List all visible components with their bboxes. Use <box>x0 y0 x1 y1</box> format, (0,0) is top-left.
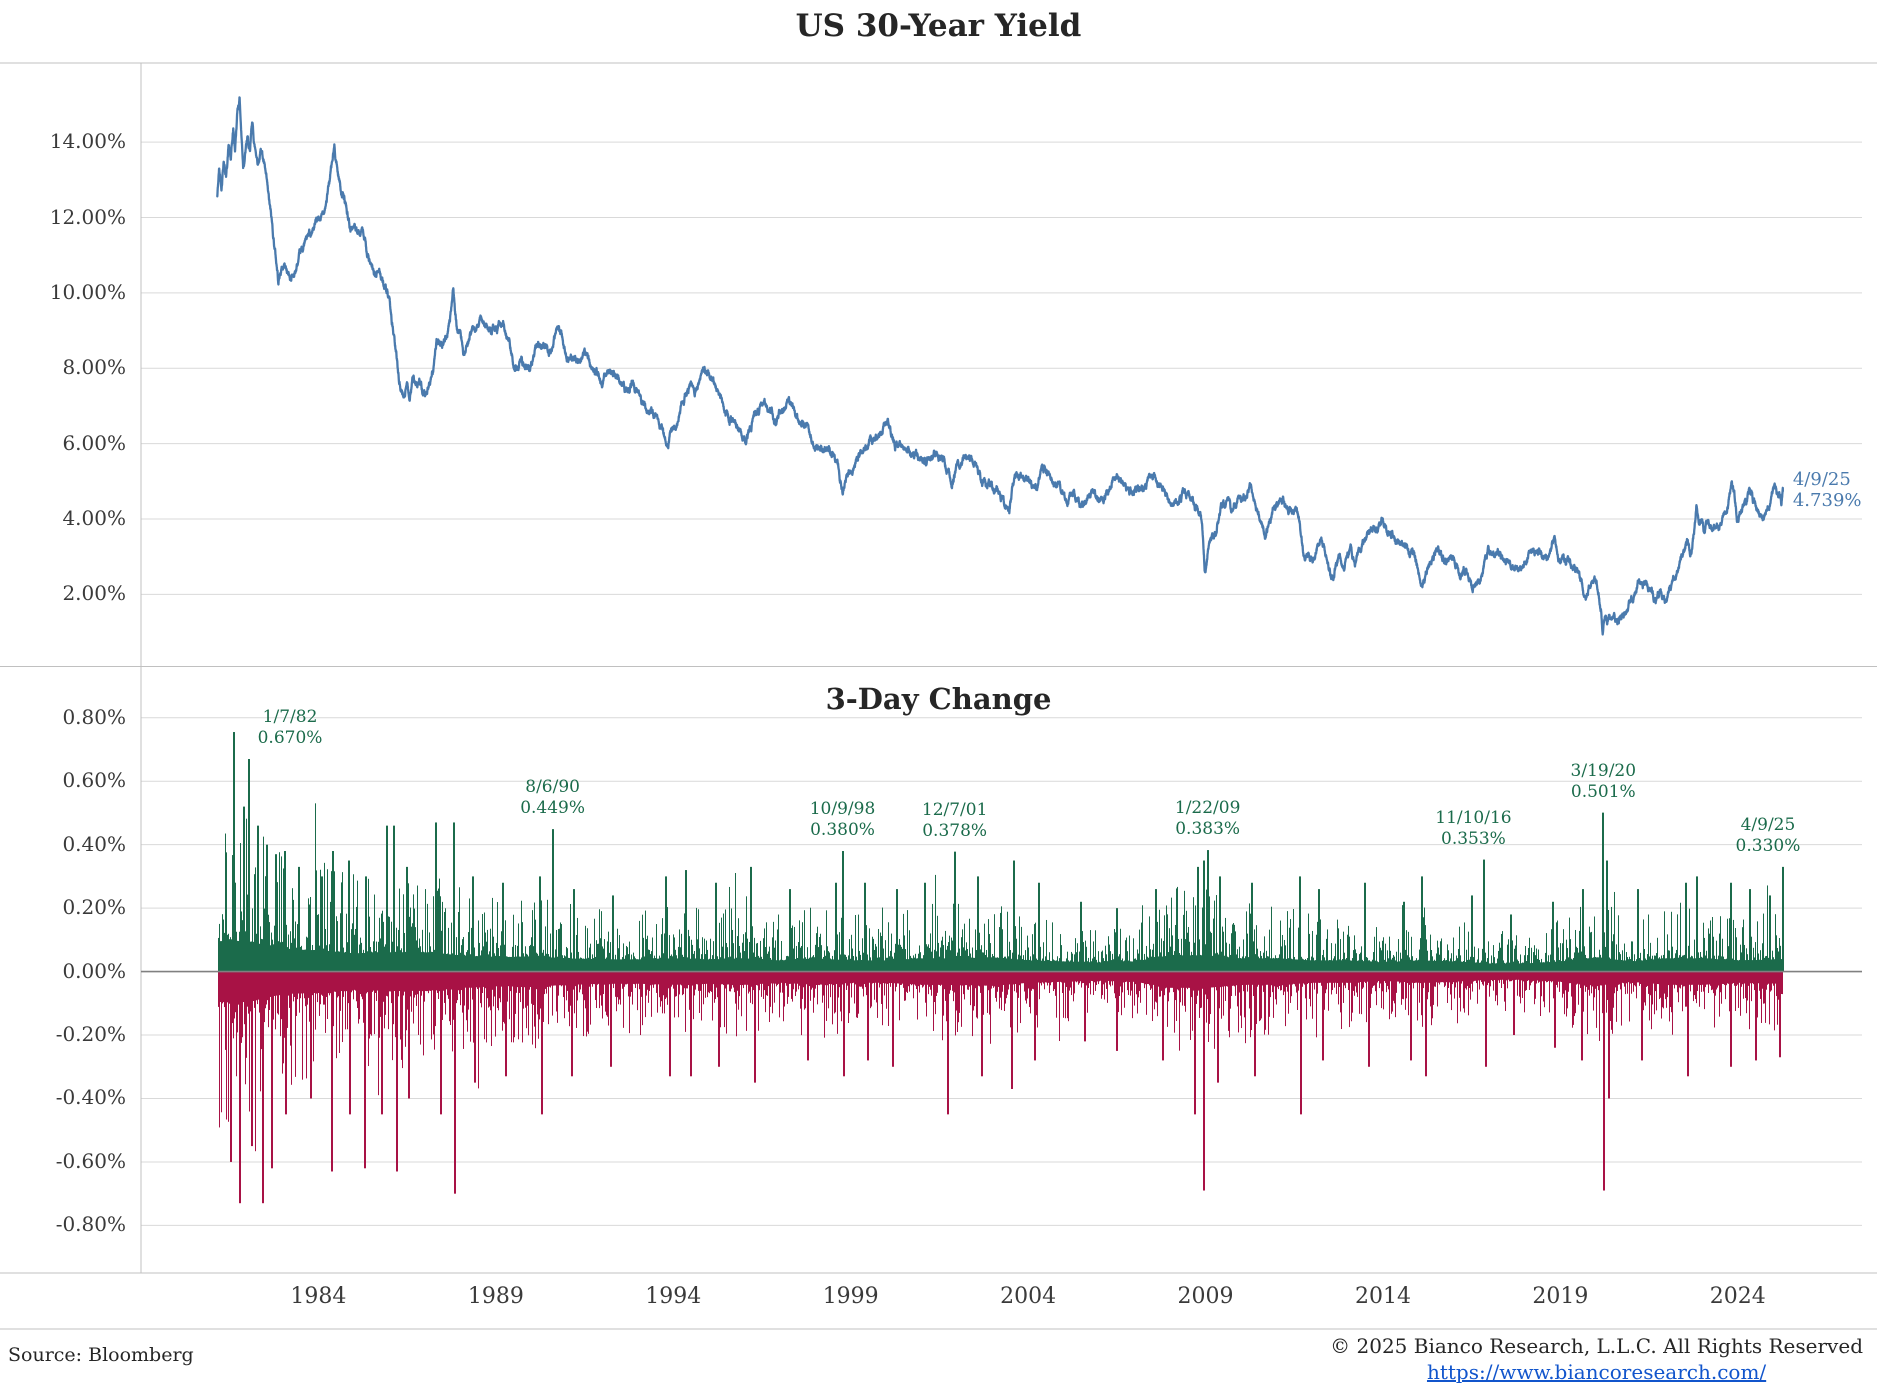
panel2-title: 3-Day Change <box>825 682 1052 716</box>
footer-copyright-block: © 2025 Bianco Research, L.L.C. All Right… <box>1330 1333 1863 1385</box>
chart-title: US 30-Year Yield <box>795 8 1082 44</box>
website-link[interactable]: https://www.biancoresearch.com/ <box>1426 1360 1767 1384</box>
copyright-text: © 2025 Bianco Research, L.L.C. All Right… <box>1330 1334 1863 1358</box>
source-label: Source: Bloomberg <box>8 1344 194 1366</box>
